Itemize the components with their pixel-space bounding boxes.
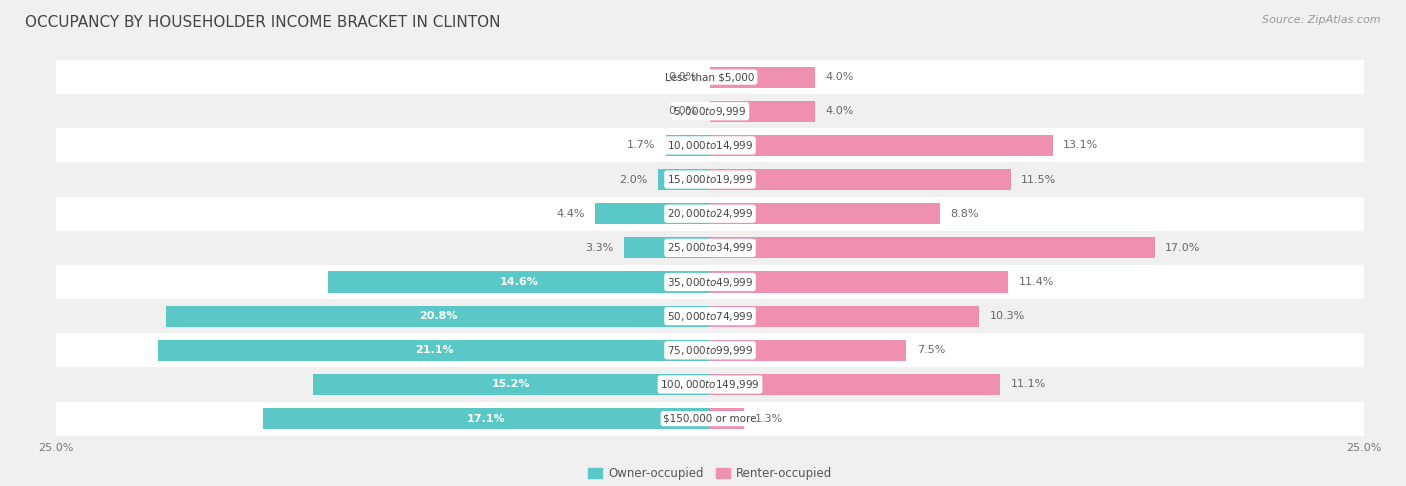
Text: 10.3%: 10.3% xyxy=(990,311,1025,321)
Text: 15.2%: 15.2% xyxy=(492,380,530,389)
Bar xyxy=(710,408,744,429)
Text: 8.8%: 8.8% xyxy=(950,208,979,219)
Bar xyxy=(710,340,905,361)
Bar xyxy=(710,374,1000,395)
Text: $150,000 or more: $150,000 or more xyxy=(664,414,756,424)
Bar xyxy=(56,60,1364,94)
Bar xyxy=(56,128,1364,162)
Text: $25,000 to $34,999: $25,000 to $34,999 xyxy=(666,242,754,254)
Bar xyxy=(328,271,710,293)
Bar xyxy=(56,197,1364,231)
Text: 14.6%: 14.6% xyxy=(499,277,538,287)
Bar xyxy=(56,265,1364,299)
Legend: Owner-occupied, Renter-occupied: Owner-occupied, Renter-occupied xyxy=(583,462,837,485)
Bar xyxy=(56,401,1364,435)
Bar xyxy=(56,299,1364,333)
Text: 4.4%: 4.4% xyxy=(555,208,585,219)
Text: 3.3%: 3.3% xyxy=(585,243,613,253)
Bar xyxy=(710,237,1154,259)
Text: OCCUPANCY BY HOUSEHOLDER INCOME BRACKET IN CLINTON: OCCUPANCY BY HOUSEHOLDER INCOME BRACKET … xyxy=(25,15,501,30)
Text: 0.0%: 0.0% xyxy=(669,106,697,116)
Text: 1.7%: 1.7% xyxy=(627,140,655,150)
Bar xyxy=(710,169,1011,190)
Bar xyxy=(56,367,1364,401)
Bar xyxy=(56,162,1364,197)
Text: $35,000 to $49,999: $35,000 to $49,999 xyxy=(666,276,754,289)
Text: $75,000 to $99,999: $75,000 to $99,999 xyxy=(666,344,754,357)
Bar xyxy=(710,203,941,225)
Bar xyxy=(710,306,980,327)
Bar xyxy=(312,374,710,395)
Text: 11.1%: 11.1% xyxy=(1011,380,1046,389)
Bar xyxy=(56,333,1364,367)
Text: $5,000 to $9,999: $5,000 to $9,999 xyxy=(673,105,747,118)
Text: 7.5%: 7.5% xyxy=(917,346,945,355)
Bar xyxy=(710,101,814,122)
Text: $15,000 to $19,999: $15,000 to $19,999 xyxy=(666,173,754,186)
Text: 13.1%: 13.1% xyxy=(1063,140,1098,150)
Bar xyxy=(159,340,710,361)
Text: 11.4%: 11.4% xyxy=(1018,277,1054,287)
Text: $10,000 to $14,999: $10,000 to $14,999 xyxy=(666,139,754,152)
Text: 4.0%: 4.0% xyxy=(825,106,853,116)
Text: 17.0%: 17.0% xyxy=(1166,243,1201,253)
Bar xyxy=(658,169,710,190)
Text: $50,000 to $74,999: $50,000 to $74,999 xyxy=(666,310,754,323)
Text: $20,000 to $24,999: $20,000 to $24,999 xyxy=(666,207,754,220)
Bar xyxy=(624,237,710,259)
Text: 2.0%: 2.0% xyxy=(619,174,647,185)
Bar xyxy=(710,67,814,87)
Text: 21.1%: 21.1% xyxy=(415,346,454,355)
Bar xyxy=(665,135,710,156)
Bar xyxy=(710,135,1053,156)
Bar xyxy=(263,408,710,429)
Text: Less than $5,000: Less than $5,000 xyxy=(665,72,755,82)
Text: $100,000 to $149,999: $100,000 to $149,999 xyxy=(661,378,759,391)
Text: 11.5%: 11.5% xyxy=(1021,174,1056,185)
Text: 0.0%: 0.0% xyxy=(669,72,697,82)
Text: 1.3%: 1.3% xyxy=(755,414,783,424)
Text: 20.8%: 20.8% xyxy=(419,311,457,321)
Bar xyxy=(166,306,710,327)
Text: 17.1%: 17.1% xyxy=(467,414,506,424)
Bar xyxy=(710,271,1008,293)
Bar xyxy=(595,203,710,225)
Bar xyxy=(56,231,1364,265)
Bar xyxy=(56,94,1364,128)
Text: Source: ZipAtlas.com: Source: ZipAtlas.com xyxy=(1263,15,1381,25)
Text: 4.0%: 4.0% xyxy=(825,72,853,82)
